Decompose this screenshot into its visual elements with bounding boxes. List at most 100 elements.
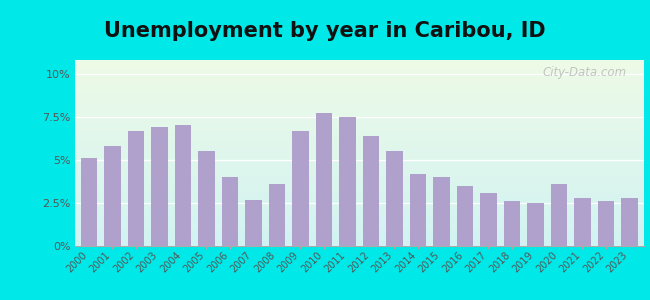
Bar — [75, 194, 644, 195]
Bar — [75, 105, 644, 106]
Bar — [75, 108, 644, 109]
Bar — [75, 207, 644, 208]
Bar — [75, 97, 644, 98]
Bar — [75, 134, 644, 135]
Bar — [75, 144, 644, 145]
Bar — [75, 148, 644, 149]
Bar — [75, 198, 644, 199]
Bar — [75, 234, 644, 235]
Bar — [75, 143, 644, 144]
Text: Unemployment by year in Caribou, ID: Unemployment by year in Caribou, ID — [104, 21, 546, 41]
Bar — [75, 202, 644, 203]
Bar — [75, 79, 644, 80]
Bar — [551, 184, 567, 246]
Bar — [75, 141, 644, 142]
Bar — [75, 212, 644, 214]
Bar — [75, 146, 644, 147]
Bar — [75, 140, 644, 141]
Bar — [81, 158, 97, 246]
Bar — [75, 244, 644, 245]
Bar — [198, 151, 214, 246]
Bar — [75, 227, 644, 228]
Bar — [75, 178, 644, 179]
Bar — [75, 242, 644, 243]
Bar — [75, 124, 644, 125]
Bar — [75, 184, 644, 185]
Bar — [75, 92, 644, 94]
Bar — [75, 149, 644, 150]
Bar — [75, 241, 644, 242]
Bar — [75, 60, 644, 61]
Bar — [75, 137, 644, 138]
Bar — [75, 170, 644, 171]
Bar — [75, 166, 644, 167]
Bar — [75, 218, 644, 219]
Bar — [75, 181, 644, 182]
Bar — [75, 219, 644, 220]
Bar — [75, 190, 644, 191]
Bar — [75, 147, 644, 148]
Bar — [75, 231, 644, 232]
Bar — [75, 154, 644, 155]
Bar — [75, 196, 644, 197]
Bar — [75, 75, 644, 76]
Bar — [75, 120, 644, 122]
Bar — [75, 89, 644, 90]
Bar — [75, 205, 644, 206]
Bar — [75, 155, 644, 156]
Bar — [75, 189, 644, 190]
Bar — [75, 163, 644, 164]
Bar — [75, 164, 644, 165]
Bar — [75, 126, 644, 127]
Bar — [104, 146, 121, 246]
Bar — [75, 243, 644, 244]
Bar — [75, 95, 644, 96]
Bar — [222, 177, 238, 246]
Bar — [75, 223, 644, 224]
Bar — [316, 113, 332, 246]
Bar — [75, 96, 644, 97]
Bar — [75, 83, 644, 84]
Bar — [268, 184, 285, 246]
Bar — [504, 201, 520, 246]
Bar — [75, 135, 644, 136]
Bar — [75, 161, 644, 162]
Bar — [75, 106, 644, 107]
Bar — [410, 174, 426, 246]
Bar — [75, 68, 644, 69]
Bar — [75, 171, 644, 172]
Bar — [75, 129, 644, 130]
Bar — [75, 235, 644, 236]
Bar — [75, 103, 644, 104]
Bar — [75, 240, 644, 241]
Bar — [292, 130, 309, 246]
Bar — [75, 238, 644, 239]
Bar — [597, 201, 614, 246]
Bar — [75, 115, 644, 116]
Bar — [339, 117, 356, 246]
Bar — [75, 80, 644, 81]
Bar — [75, 112, 644, 113]
Bar — [75, 78, 644, 79]
Bar — [75, 195, 644, 196]
Bar — [75, 85, 644, 86]
Bar — [75, 119, 644, 120]
Bar — [75, 229, 644, 230]
Bar — [75, 152, 644, 153]
Bar — [75, 74, 644, 75]
Bar — [75, 208, 644, 209]
Bar — [75, 63, 644, 64]
Bar — [75, 132, 644, 133]
Bar — [75, 90, 644, 91]
Bar — [75, 157, 644, 158]
Bar — [75, 160, 644, 161]
Bar — [75, 206, 644, 207]
Bar — [75, 201, 644, 202]
Bar — [75, 182, 644, 183]
Bar — [75, 158, 644, 159]
Bar — [75, 192, 644, 193]
Bar — [75, 107, 644, 108]
Bar — [175, 125, 191, 246]
Bar — [75, 138, 644, 139]
Bar — [75, 191, 644, 192]
